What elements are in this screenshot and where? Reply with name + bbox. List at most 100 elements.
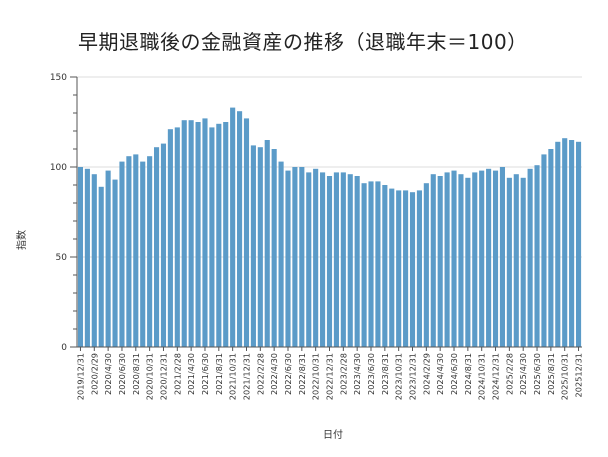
bar: [541, 154, 547, 347]
chart-title: 早期退職後の金融資産の推移（退職年末＝100）: [78, 30, 528, 54]
bar: [361, 183, 367, 347]
x-axis-label: 日付: [323, 428, 343, 441]
axes: [70, 76, 582, 351]
bar: [320, 172, 326, 347]
x-tick-label: 2020/4/30: [103, 353, 113, 395]
bar: [527, 168, 533, 347]
bar: [333, 172, 339, 347]
bar: [216, 123, 222, 347]
x-tick-label: 2023/10/31: [394, 353, 404, 400]
bar: [230, 107, 236, 347]
x-tick-label: 2022/2/28: [255, 353, 265, 395]
x-tick-label: 2020/6/30: [117, 353, 127, 395]
x-tick-label: 2025/10/31: [560, 353, 570, 400]
x-tick-label: 2024/10/31: [477, 353, 487, 400]
bar: [154, 147, 160, 347]
bar: [382, 185, 388, 347]
bar: [354, 176, 360, 347]
y-tick-label: 50: [56, 253, 68, 263]
x-tick-label: 2023/8/31: [380, 353, 390, 395]
x-tick-label: 2023/6/30: [366, 353, 376, 395]
bar: [492, 170, 499, 347]
bar: [160, 143, 167, 347]
bar: [396, 190, 402, 347]
bar: [486, 168, 492, 347]
x-tick-label: 2021/8/31: [214, 353, 224, 395]
x-tick-label: 2021/10/31: [228, 353, 238, 400]
bar: [506, 177, 512, 347]
bar: [209, 127, 215, 348]
bar: [326, 176, 333, 347]
bar: [264, 140, 270, 347]
bar: [416, 190, 422, 347]
bar: [167, 129, 173, 347]
bar: [423, 183, 429, 347]
x-tick-label: 2023/12/31: [408, 353, 418, 400]
y-tick-label: 0: [61, 343, 67, 353]
bar: [140, 161, 146, 347]
bar: [98, 186, 104, 347]
bar: [479, 170, 485, 347]
bar: [285, 170, 291, 347]
bar: [451, 170, 457, 347]
x-tick-label: 2024/6/30: [449, 353, 459, 395]
x-tick-label: 2022/4/30: [269, 353, 279, 395]
bar: [444, 172, 450, 347]
bar: [195, 122, 201, 347]
bar: [188, 120, 194, 347]
x-tick-label: 2025/4/30: [518, 353, 528, 395]
bar: [403, 190, 409, 347]
bar: [375, 181, 381, 347]
x-tick-label: 2025/2/28: [504, 353, 514, 395]
x-tick-label: 2020/10/31: [145, 353, 155, 400]
x-tick-label: 2021/12/31: [241, 353, 251, 400]
bar: [306, 172, 312, 347]
bar: [340, 172, 346, 347]
bar: [133, 154, 139, 347]
x-tick-label: 2019/12/31: [75, 353, 85, 400]
x-tick-label: 2024/8/31: [463, 353, 473, 395]
x-tick-label: 2021/2/28: [172, 353, 182, 395]
bar: [569, 140, 575, 347]
bar: [472, 172, 478, 347]
bar: [271, 149, 277, 347]
x-tick-label: 2023/2/28: [338, 353, 348, 395]
bar: [409, 192, 416, 347]
x-tick-label: 2023/4/30: [352, 353, 362, 395]
x-tick-label: 2025/6/30: [532, 353, 542, 395]
x-tick-label: 2024/4/30: [435, 353, 445, 395]
x-tick-label: 2025/8/31: [546, 353, 556, 395]
bar: [202, 118, 208, 348]
x-tick-label: 2022/10/31: [311, 353, 321, 400]
x-tick-label: 2020/8/31: [131, 353, 141, 395]
bar: [430, 174, 436, 347]
bar: [292, 167, 298, 347]
tick-labels: 0 50 100 150 2019/12/31 2020/2/29 2020/4/30 202…: [50, 73, 584, 400]
x-tick-label: 2024/12/31: [491, 353, 501, 400]
bar: [548, 149, 554, 347]
bar: [91, 174, 97, 347]
bar: [313, 168, 319, 347]
bar: [181, 120, 187, 347]
bar: [237, 111, 243, 347]
x-tick-label: 2022/8/31: [297, 353, 307, 395]
bar: [77, 167, 84, 347]
bar: [513, 174, 519, 347]
bar: [147, 156, 153, 347]
y-axis-label: 指数: [15, 230, 28, 250]
y-tick-label: 100: [50, 163, 67, 173]
bar: [499, 167, 506, 347]
x-tick-label: 2021/6/30: [200, 353, 210, 395]
bar: [223, 122, 229, 347]
x-tick-label: 2020/12/31: [158, 353, 168, 400]
bar: [555, 141, 561, 347]
x-tick-label: 2022/6/30: [283, 353, 293, 395]
bar: [368, 181, 374, 347]
bar: [126, 156, 132, 347]
bar: [119, 161, 125, 347]
bar: [562, 138, 568, 347]
bar: [278, 161, 284, 347]
bar: [534, 165, 540, 347]
x-tick-label: 2024/2/29: [421, 353, 431, 395]
